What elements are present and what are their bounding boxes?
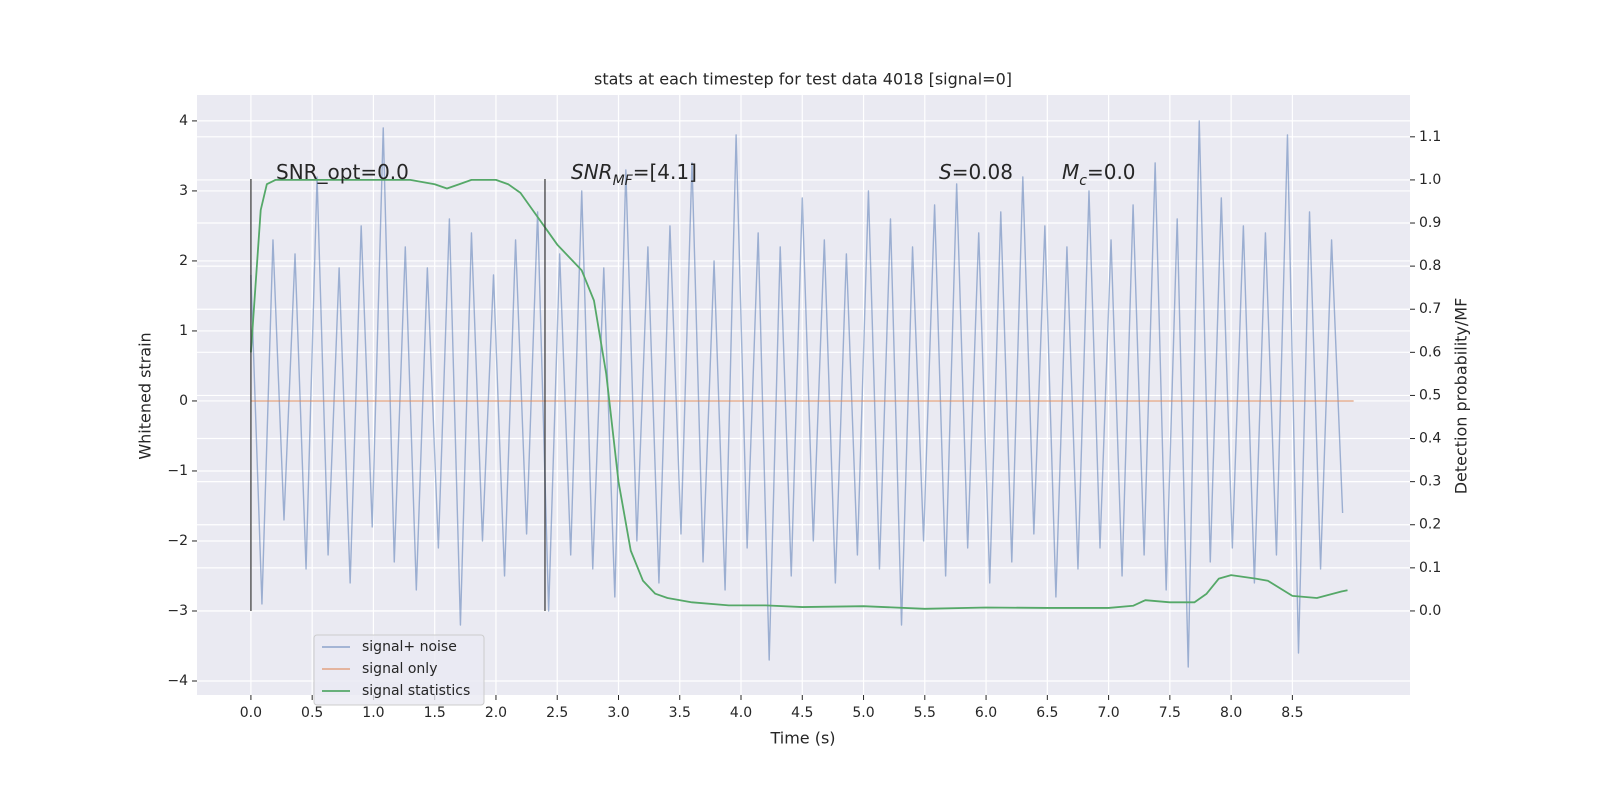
- x-tick-label: 3.0: [607, 705, 629, 721]
- chart-title: stats at each timestep for test data 401…: [594, 70, 1012, 89]
- annotation-part: c: [1079, 173, 1087, 189]
- x-tick-label: 1.5: [424, 705, 446, 721]
- y2-tick-label: 0.6: [1419, 344, 1441, 360]
- legend: signal+ noise signal only signal statistic…: [313, 634, 485, 706]
- y-tick-label: 1: [179, 323, 188, 339]
- annotation: SNRMF=[4.1]: [571, 160, 697, 190]
- annotation: SNR_opt=0.0: [276, 160, 409, 184]
- series-line: [250, 120, 1344, 668]
- series-line: [250, 179, 1348, 610]
- y2-tick-label: 0.2: [1419, 517, 1441, 533]
- x-tick-label: 6.5: [1036, 705, 1058, 721]
- y-tick-label: 4: [179, 113, 188, 129]
- y-tick-label: −4: [167, 673, 188, 689]
- x-tick-label: 4.5: [791, 705, 813, 721]
- x-tick-label: 3.5: [669, 705, 691, 721]
- y-tick-label: −2: [167, 533, 188, 549]
- x-tick-label: 1.0: [362, 705, 384, 721]
- y2-tick-label: 1.1: [1419, 129, 1441, 145]
- y2-tick-label: 1.0: [1419, 172, 1441, 188]
- x-tick-label: 2.0: [485, 705, 507, 721]
- y2-tick-label: 0.3: [1419, 474, 1441, 490]
- annotation-part: MF: [613, 173, 634, 189]
- x-tick-label: 5.0: [852, 705, 874, 721]
- y-tick-label: 3: [179, 183, 188, 199]
- x-tick-label: 2.5: [546, 705, 568, 721]
- x-axis-label: Time (s): [769, 729, 835, 748]
- annotation-part: S: [939, 160, 952, 184]
- grid: [197, 95, 1410, 695]
- x-tick-label: 7.0: [1097, 705, 1119, 721]
- y2-tick-label: 0.1: [1419, 560, 1441, 576]
- annotation-part: M: [1062, 160, 1079, 184]
- x-tick-label: 7.5: [1159, 705, 1181, 721]
- annotation-part: SNR: [571, 160, 613, 184]
- x-tick-label: 0.5: [301, 705, 323, 721]
- y2-tick-label: 0.9: [1419, 215, 1441, 231]
- y-tick-label: 2: [179, 253, 188, 269]
- x-tick-label: 8.5: [1281, 705, 1303, 721]
- x-tick-label: 5.5: [914, 705, 936, 721]
- legend-label: signal+ noise: [362, 639, 457, 655]
- annotation: Mc=0.0: [1062, 160, 1136, 190]
- y-tick-label: −1: [167, 463, 188, 479]
- y-tick-label: 0: [179, 393, 188, 409]
- legend-label: signal only: [362, 661, 437, 677]
- y2-tick-label: 0.4: [1419, 431, 1441, 447]
- legend-box: [313, 634, 485, 706]
- y2-tick-label: 0.8: [1419, 258, 1441, 274]
- y2-tick-label: 0.7: [1419, 301, 1441, 317]
- x-tick-label: 0.0: [240, 705, 262, 721]
- y-tick-label: −3: [167, 603, 188, 619]
- y2-axis-label: Detection probability/MF: [1452, 298, 1471, 495]
- annotation-part: SNR_opt=0.0: [276, 160, 409, 184]
- annotation: S=0.08: [939, 160, 1013, 184]
- annotation-part: =0.0: [1087, 160, 1136, 184]
- x-tick-label: 4.0: [730, 705, 752, 721]
- annotation-part: =0.08: [952, 160, 1013, 184]
- y-axis-label: Whitened strain: [136, 332, 155, 459]
- x-tick-label: 8.0: [1220, 705, 1242, 721]
- y2-tick-label: 0.0: [1419, 603, 1441, 619]
- legend-label: signal statistics: [362, 683, 470, 699]
- y2-tick-label: 0.5: [1419, 387, 1441, 403]
- x-tick-label: 6.0: [975, 705, 997, 721]
- annotation-part: =[4.1]: [633, 160, 697, 184]
